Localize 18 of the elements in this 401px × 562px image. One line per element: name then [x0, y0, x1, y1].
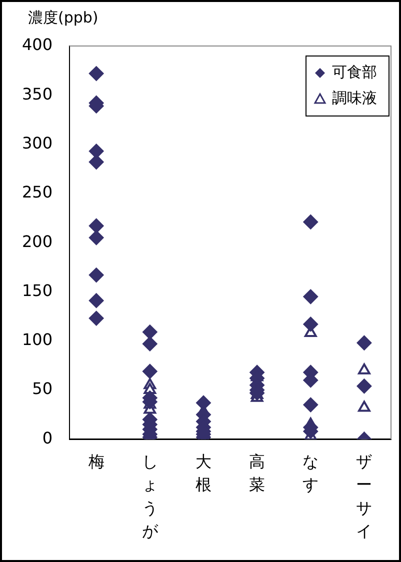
x-tick-label: なす	[302, 452, 319, 494]
y-tick-label: 250	[22, 182, 53, 202]
y-tick-label: 200	[22, 232, 53, 251]
y-tick-label: 300	[22, 133, 53, 152]
y-tick-label: 50	[32, 379, 53, 398]
y-tick-label: 0	[42, 428, 53, 448]
x-tick-label: 大根	[195, 452, 212, 494]
x-tick-label: ザーサイ	[356, 452, 372, 541]
legend-label: 調味液	[332, 88, 377, 107]
legend-label: 可食部	[332, 62, 377, 81]
y-tick-label: 100	[22, 330, 53, 350]
x-tick-label: 梅	[87, 452, 104, 471]
y-axis-title: 濃度(ppb)	[28, 8, 98, 26]
y-tick-label: 400	[22, 35, 53, 54]
y-tick-label: 150	[22, 280, 53, 300]
y-tick-label: 350	[22, 84, 53, 104]
x-tick-label: 高菜	[249, 452, 266, 494]
x-tick-label: しょうが	[142, 452, 159, 541]
